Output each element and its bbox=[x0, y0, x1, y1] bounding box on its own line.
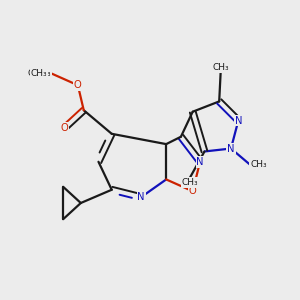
Text: O: O bbox=[74, 80, 82, 90]
Text: N: N bbox=[137, 192, 145, 202]
Text: CH₃: CH₃ bbox=[250, 160, 267, 169]
Text: CH₃: CH₃ bbox=[212, 63, 229, 72]
Text: O: O bbox=[189, 186, 196, 196]
Text: CH₃: CH₃ bbox=[30, 69, 47, 78]
Text: CH₃: CH₃ bbox=[182, 178, 198, 187]
Text: N: N bbox=[196, 157, 204, 167]
Text: N: N bbox=[235, 116, 242, 126]
Text: N: N bbox=[227, 143, 235, 154]
Text: OCH₃: OCH₃ bbox=[28, 69, 51, 78]
Text: O: O bbox=[61, 123, 68, 133]
